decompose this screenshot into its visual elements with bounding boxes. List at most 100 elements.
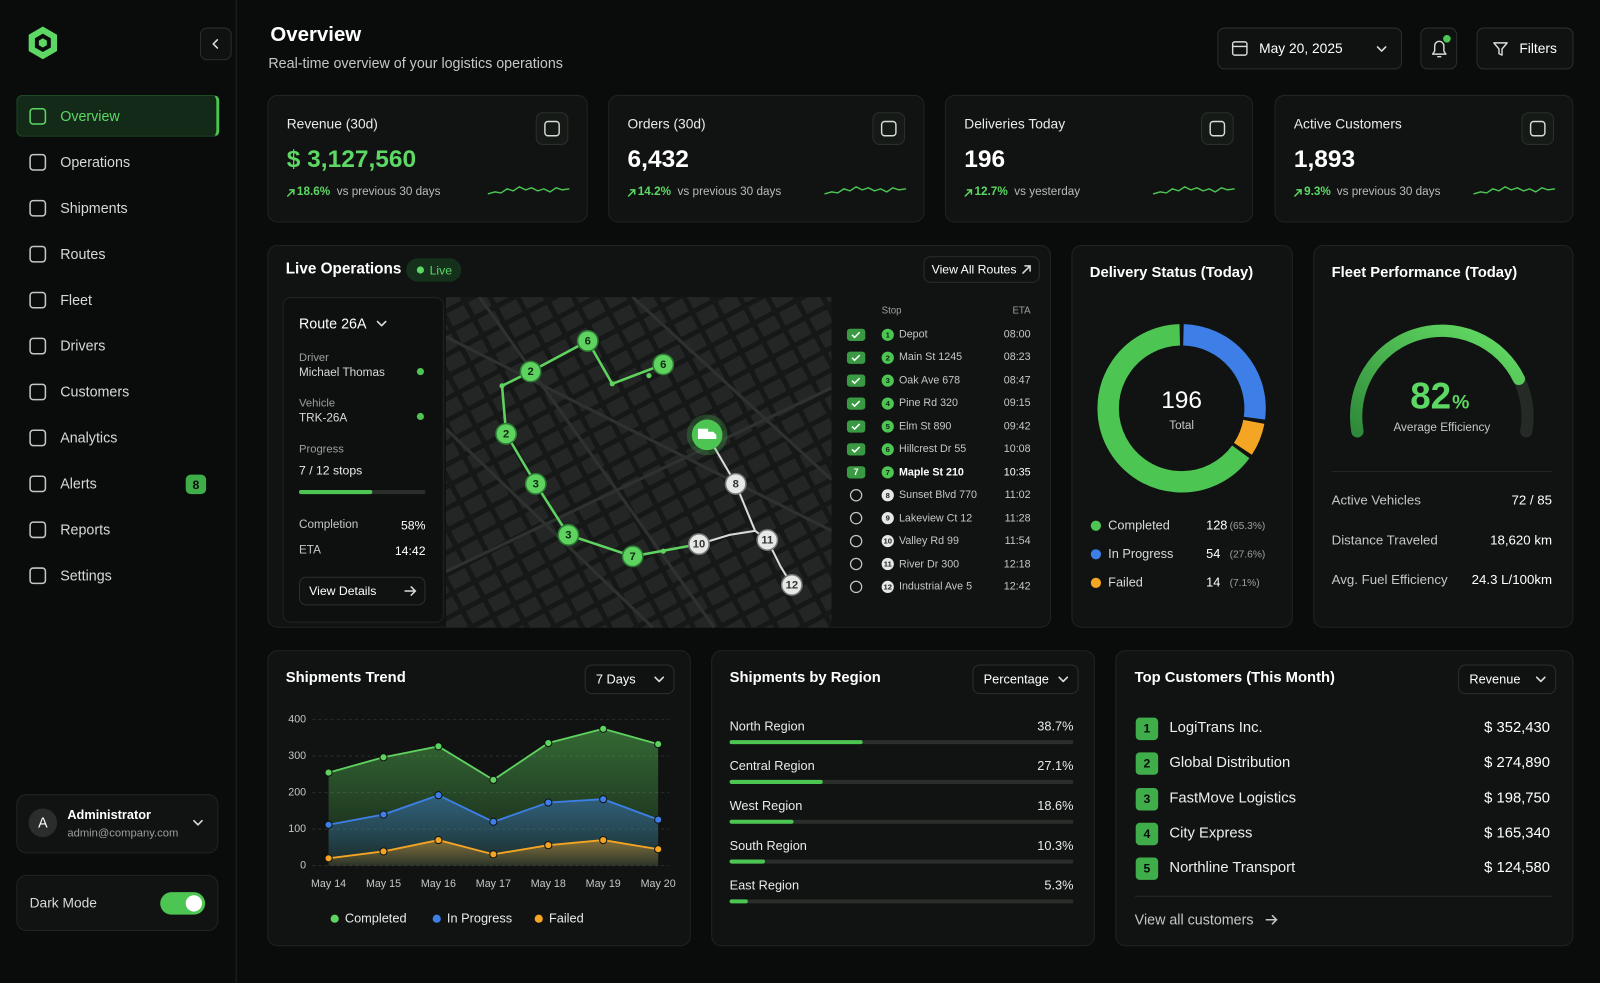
nav-icon [29, 245, 47, 263]
bell-icon [1431, 40, 1447, 58]
kpi-icon [544, 120, 560, 137]
nav-item[interactable]: Fleet [60, 291, 92, 308]
chart-title: Shipments by Region [729, 669, 881, 687]
dropdown-label: Revenue [1469, 671, 1521, 686]
nav-item[interactable]: Alerts [60, 475, 97, 492]
map-marker [524, 472, 547, 495]
bar-value-label: 38.7% [1037, 719, 1074, 734]
bar-label: North Region [729, 719, 805, 734]
legend-value: 54 [1206, 546, 1221, 561]
view-all-routes-button[interactable] [923, 256, 1040, 283]
map-marker [576, 329, 599, 352]
nav-active-bg [16, 94, 220, 137]
nav-item[interactable]: Customers [60, 383, 130, 400]
nav-item[interactable]: Shipments [60, 199, 128, 217]
map-marker-label: 12 [786, 579, 798, 591]
kpi-icon-box [535, 112, 569, 145]
stat-label: Active Vehicles [1331, 492, 1421, 508]
point [544, 798, 553, 807]
kpi-label: Orders (30d) [627, 116, 706, 132]
nav-item[interactable]: Overview [60, 107, 120, 125]
page-subtitle: Real-time overview of your logistics ope… [268, 54, 563, 72]
stop-radio [849, 580, 863, 594]
nav-item[interactable]: Routes [60, 245, 106, 262]
customer-name: Global Distribution [1169, 754, 1291, 772]
route-waypoint [609, 381, 615, 387]
kpi-note: vs previous 30 days [1336, 185, 1441, 199]
y-tick-label: 200 [288, 786, 306, 798]
route-line-done [500, 339, 700, 558]
stop-number: 1 [886, 330, 891, 339]
point [324, 854, 333, 863]
legend-label: Failed [549, 911, 584, 926]
nav-item[interactable]: Settings [60, 567, 112, 584]
map-marker [724, 472, 747, 495]
nav-icon [29, 475, 47, 493]
x-tick-label: May 17 [476, 878, 511, 890]
nav-icon [29, 107, 47, 125]
kpi-icon-box [872, 112, 906, 145]
point [379, 847, 388, 856]
map-marker-label: 6 [585, 335, 591, 347]
nav-item[interactable]: Drivers [60, 337, 106, 354]
nav-icon [29, 567, 47, 585]
stat-value: 24.3 L/100km [1471, 571, 1553, 588]
check-icon [851, 377, 861, 385]
map-marker-label: 6 [660, 359, 666, 371]
map-marker-label: 2 [527, 366, 533, 378]
chart-dropdown[interactable] [584, 664, 675, 695]
date-button[interactable] [1217, 27, 1403, 70]
stop-number-badge [881, 351, 894, 364]
collapse-button[interactable] [199, 27, 232, 61]
kpi-value: 6,432 [627, 145, 689, 174]
bar-track [729, 859, 1074, 864]
stop-checkbox [846, 466, 866, 479]
section-title: Top Customers (This Month) [1134, 669, 1335, 687]
customer-revenue: $ 124,580 [1484, 860, 1550, 877]
kpi-note: vs previous 30 days [677, 185, 782, 199]
view-all-link[interactable]: View all customers [1134, 911, 1254, 928]
stop-name: Depot [898, 328, 928, 341]
filters-button[interactable] [1476, 27, 1574, 70]
donut-center-value: 196 [1161, 386, 1203, 415]
stop-number: 11 [884, 560, 893, 569]
user-card[interactable] [16, 794, 219, 854]
route-waypoint [660, 548, 666, 554]
legend-percent: (27.6%) [1229, 548, 1266, 560]
x-tick-label: May 16 [421, 878, 456, 890]
section-title: Live Operations [285, 260, 402, 278]
map-marker-label: 3 [565, 529, 571, 541]
progress-bar [298, 489, 373, 495]
stop-number-badge [881, 420, 894, 433]
filters-label: Filters [1519, 40, 1557, 57]
gauge-value [1350, 324, 1525, 438]
nav-item[interactable]: Operations [60, 153, 131, 171]
stop-number: 9 [886, 514, 890, 523]
nav-item[interactable]: Reports [60, 521, 111, 538]
y-tick-label: 300 [288, 750, 306, 762]
rank-badge [1135, 717, 1159, 741]
notifications-button[interactable] [1420, 27, 1458, 70]
map-marker-label: 11 [761, 534, 773, 546]
arrow-icon [1022, 265, 1031, 274]
chevron-icon [193, 819, 203, 826]
nav-icon [29, 429, 47, 447]
kpi-icon [880, 120, 897, 137]
chevron-icon [1376, 46, 1387, 52]
donut-segment [1182, 324, 1266, 420]
nav-item[interactable]: Analytics [60, 429, 118, 446]
user-email: admin@company.com [67, 827, 179, 840]
map-road [478, 297, 716, 628]
map-marker-label: 8 [733, 478, 739, 490]
stop-eta: 10:35 [1003, 465, 1031, 479]
check-icon [851, 331, 861, 339]
point [599, 795, 608, 804]
legend-swatch [1090, 549, 1102, 560]
legend-swatch [330, 914, 339, 923]
stop-number-badge [881, 489, 894, 502]
point [654, 845, 663, 854]
rank-number: 4 [1143, 826, 1151, 841]
legend-swatch [1090, 520, 1102, 531]
point [654, 815, 663, 824]
map-marker [688, 533, 710, 556]
